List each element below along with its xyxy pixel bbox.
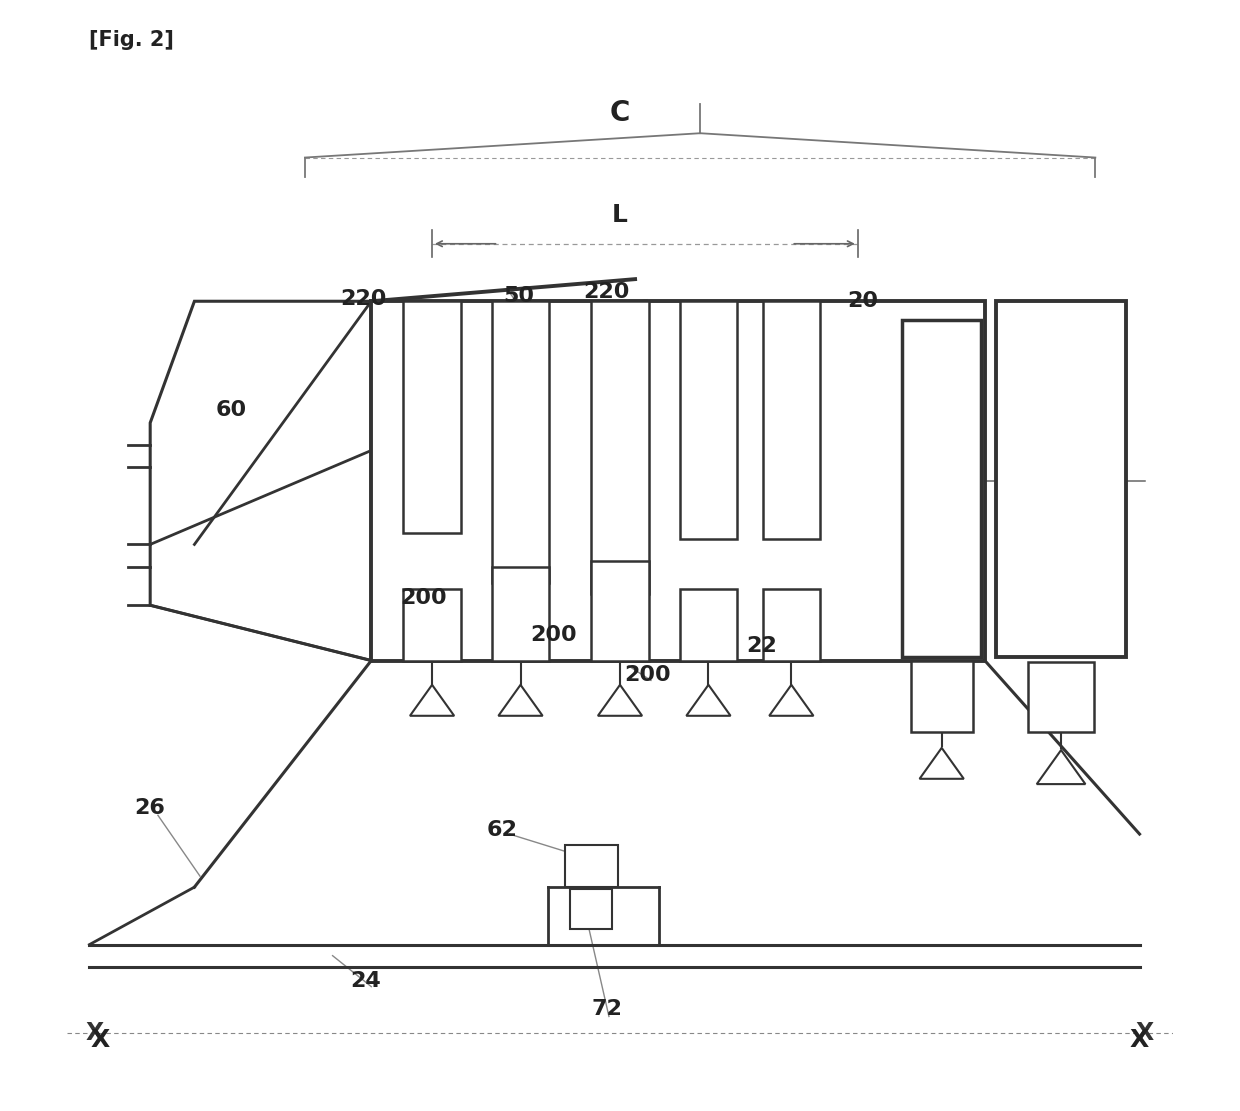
Polygon shape [150,301,371,661]
Polygon shape [769,684,813,715]
Text: 200: 200 [624,664,671,684]
Text: 24: 24 [351,971,381,991]
Bar [371,301,985,661]
Bar [403,589,461,661]
Text: X: X [91,1028,110,1052]
Polygon shape [686,684,730,715]
Text: X: X [1136,1021,1154,1045]
Bar [591,561,649,661]
Text: 200: 200 [401,588,446,608]
Text: 72: 72 [591,999,622,1019]
Polygon shape [598,684,642,715]
Text: X: X [1130,1028,1149,1052]
Text: L: L [613,203,627,227]
Text: C: C [610,99,630,128]
Text: 20: 20 [848,291,879,311]
Bar [680,301,737,539]
Bar [403,301,461,533]
Bar [901,320,982,658]
Bar [492,567,549,661]
Text: 200: 200 [531,625,577,645]
Bar [564,845,618,887]
Bar [763,589,820,661]
Polygon shape [920,748,963,779]
Text: X: X [86,1021,104,1045]
Text: [Fig. 2]: [Fig. 2] [89,30,175,50]
Polygon shape [410,684,454,715]
Bar [996,301,1126,658]
Text: 220: 220 [584,282,630,302]
Polygon shape [498,684,543,715]
Bar [910,661,972,732]
Text: 26: 26 [135,798,166,818]
Bar [763,301,820,539]
Text: 22: 22 [746,637,777,657]
Bar [570,889,613,929]
Bar [492,301,549,583]
Text: 62: 62 [486,820,517,840]
Text: 50: 50 [502,286,533,306]
Bar [1028,662,1094,732]
Text: 60: 60 [216,400,247,420]
Bar [591,301,649,594]
Polygon shape [1037,750,1085,784]
Text: 220: 220 [340,289,387,309]
Bar [680,589,737,661]
